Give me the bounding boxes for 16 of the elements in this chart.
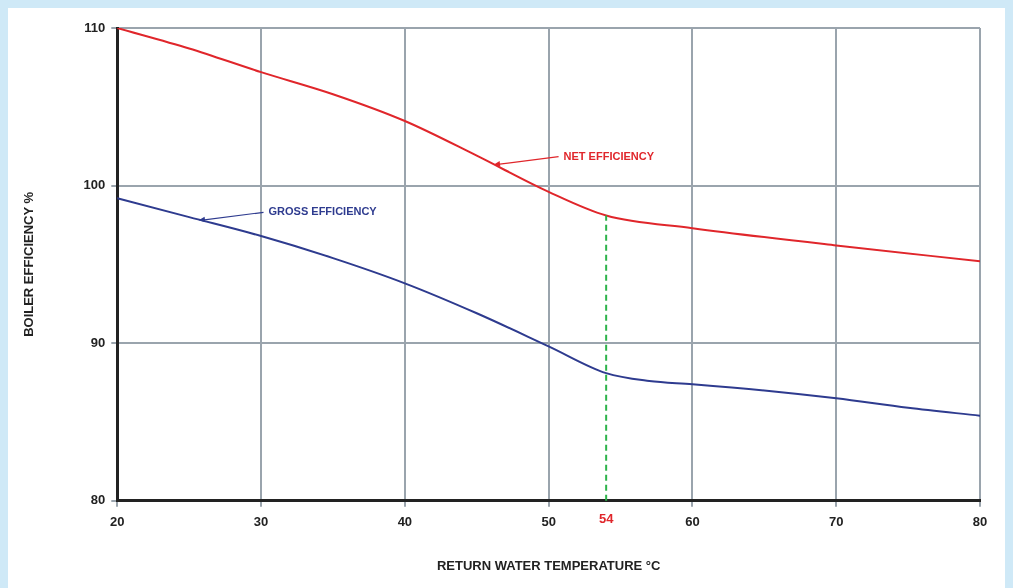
ref-line-label: 54 <box>598 510 615 526</box>
series-label: GROSS EFFICIENCY <box>268 205 378 218</box>
x-tick-label: 50 <box>541 514 556 530</box>
y-axis-title: BOILER EFFICIENCY % <box>21 191 37 337</box>
x-axis-title: RETURN WATER TEMPERATURE °C <box>436 557 662 573</box>
x-tick-label: 40 <box>397 514 413 530</box>
y-tick-label: 80 <box>90 492 106 508</box>
x-tick-label: 80 <box>972 514 988 530</box>
text: NET EFFICIENCY <box>563 149 655 162</box>
y-tick-label: 100 <box>83 177 106 193</box>
y-tick-label: 110 <box>84 19 106 35</box>
x-tick-label: 30 <box>253 514 269 530</box>
x-tick-label: 70 <box>828 514 844 530</box>
x-tick-label: 20 <box>110 514 125 530</box>
x-tick-label: 60 <box>685 514 700 530</box>
y-tick-label: 90 <box>90 334 106 350</box>
